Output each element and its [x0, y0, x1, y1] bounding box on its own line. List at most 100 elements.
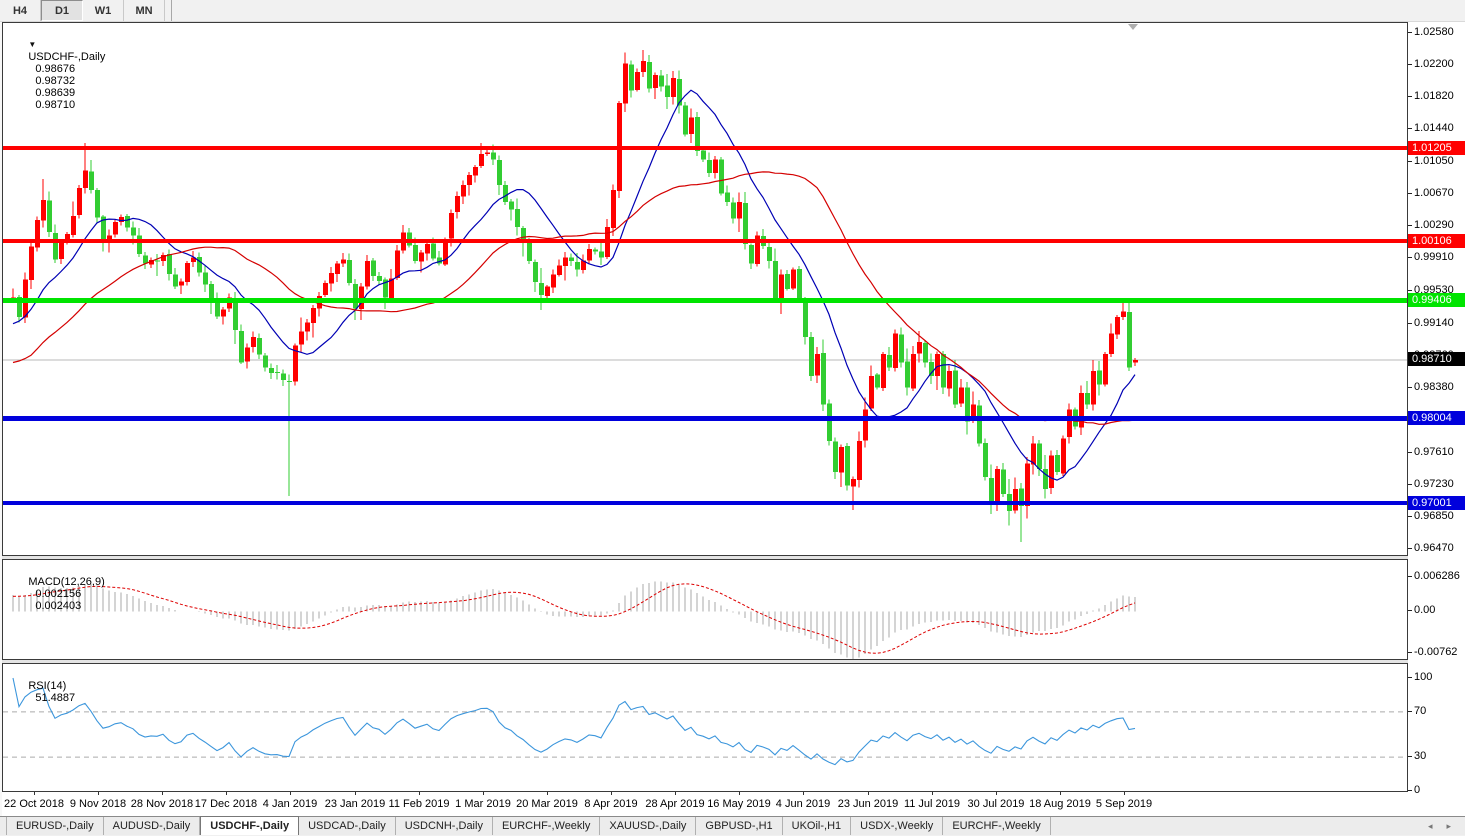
price-tick-label: 0.96470 [1414, 542, 1454, 554]
rsi-label: RSI(14) 51.4887 [10, 668, 75, 716]
pane-splitter-macd[interactable] [2, 556, 1408, 559]
axis-tick-mark [1408, 257, 1412, 258]
symbol-tab-eurchf-weekly[interactable]: EURCHF-,Weekly [492, 817, 601, 835]
symbol-tab-usdcad-daily[interactable]: USDCAD-,Daily [299, 817, 396, 835]
rsi-line [12, 677, 1136, 766]
level-price-label-0.99406: 0.99406 [1408, 293, 1465, 307]
rsi-indicator-pane[interactable]: RSI(14) 51.4887 [2, 663, 1408, 792]
date-tick-mark [162, 792, 163, 795]
date-tick-mark [611, 792, 612, 795]
axis-tick-mark [1408, 677, 1412, 678]
date-label: 16 May 2019 [707, 798, 771, 810]
rsi-tick-label: 30 [1414, 750, 1427, 762]
macd-histogram [12, 581, 1136, 659]
macd-tick-label: -0.00762 [1414, 646, 1458, 658]
level-line-0.99406[interactable] [3, 298, 1407, 303]
ma-fast-line [12, 89, 1136, 481]
price-axis[interactable]: 1.02580 1.02200 1.01820 1.01440 1.01050 1.006… [1408, 22, 1465, 816]
date-tick-mark [1060, 792, 1061, 795]
date-label: 30 Jul 2019 [967, 798, 1025, 810]
symbol-tab-xauusd-daily[interactable]: XAUUSD-,Daily [600, 817, 697, 835]
date-label: 23 Jan 2019 [324, 798, 386, 810]
price-chart-pane[interactable]: ▼ USDCHF-,Daily 0.98676 0.98732 0.98639 … [2, 22, 1408, 556]
quote-low: 0.98639 [35, 87, 76, 99]
price-tick-label: 1.00290 [1414, 219, 1454, 231]
date-label: 4 Jun 2019 [775, 798, 831, 810]
level-line-1.01205[interactable] [3, 146, 1407, 150]
level-line-1.00106[interactable] [3, 239, 1407, 243]
current-price-label: 0.98710 [1408, 352, 1465, 366]
date-label: 4 Jan 2019 [262, 798, 318, 810]
axis-tick-mark [1408, 576, 1412, 577]
axis-tick-mark [1408, 652, 1412, 653]
timeframe-button-mn[interactable]: MN [124, 0, 165, 21]
axis-tick-mark [1408, 711, 1412, 712]
symbol-tab-eurchf-weekly[interactable]: EURCHF-,Weekly [943, 817, 1051, 835]
timeframe-button-w1[interactable]: W1 [83, 0, 124, 21]
rsi-tick-label: 100 [1414, 671, 1433, 683]
macd-indicator-pane[interactable]: MACD(12,26,9) 0.002156 0.002403 [2, 559, 1408, 660]
date-tick-mark [419, 792, 420, 795]
level-price-label-1.01205: 1.01205 [1408, 141, 1465, 155]
date-label: 11 Jul 2019 [903, 798, 961, 810]
axis-tick-mark [1408, 548, 1412, 549]
axis-tick-mark [1408, 452, 1412, 453]
date-tick-mark [996, 792, 997, 795]
date-tick-mark [98, 792, 99, 795]
symbol-tab-usdcnh-daily[interactable]: USDCNH-,Daily [395, 817, 493, 835]
date-tick-mark [739, 792, 740, 795]
axis-tick-mark [1408, 225, 1412, 226]
axis-tick-mark [1408, 484, 1412, 485]
tabs-scroll-left-icon[interactable]: ◂ [1427, 821, 1433, 831]
date-tick-mark [803, 792, 804, 795]
symbol-tab-audusd-daily[interactable]: AUDUSD-,Daily [103, 817, 201, 835]
axis-tick-mark [1408, 790, 1412, 791]
axis-tick-mark [1408, 756, 1412, 757]
axis-tick-mark [1408, 64, 1412, 65]
date-label: 9 Nov 2018 [69, 798, 127, 810]
price-tick-label: 0.97230 [1414, 478, 1454, 490]
chart-shift-marker-icon[interactable] [1128, 24, 1138, 30]
rsi-chart[interactable] [3, 665, 1407, 792]
symbol-tab-gbpusd-h1[interactable]: GBPUSD-,H1 [696, 817, 783, 835]
symbol-tab-ukoil-h1[interactable]: UKOil-,H1 [782, 817, 852, 835]
date-tick-mark [290, 792, 291, 795]
axis-tick-mark [1408, 290, 1412, 291]
timeframe-button-d1[interactable]: D1 [41, 0, 83, 21]
price-tick-label: 0.96850 [1414, 510, 1454, 522]
symbol-tab-usdchf-daily[interactable]: USDCHF-,Daily [200, 816, 300, 835]
rsi-tick-label: 0 [1414, 784, 1421, 796]
symbol-tab-eurusd-daily[interactable]: EURUSD-,Daily [6, 817, 104, 835]
candlestick-chart[interactable] [3, 24, 1407, 556]
ohlc-dropdown-icon[interactable]: ▼ [28, 40, 37, 49]
macd-label: MACD(12,26,9) 0.002156 0.002403 [10, 564, 104, 624]
chart-title: ▼ USDCHF-,Daily 0.98676 0.98732 0.98639 … [10, 27, 105, 123]
symbol-tab-usdx-weekly[interactable]: USDX-,Weekly [851, 817, 944, 835]
date-tick-mark [34, 792, 35, 795]
price-tick-label: 1.01440 [1414, 122, 1454, 134]
date-label: 11 Feb 2019 [388, 798, 450, 810]
date-tick-mark [547, 792, 548, 795]
date-tick-mark [675, 792, 676, 795]
macd-value-main: 0.002156 [35, 588, 82, 600]
level-line-0.97001[interactable] [3, 501, 1407, 505]
date-label: 22 Oct 2018 [4, 798, 64, 810]
date-tick-mark [226, 792, 227, 795]
tabs-scroll-right-icon[interactable]: ▸ [1446, 821, 1451, 831]
level-line-0.98004[interactable] [3, 416, 1407, 421]
date-tick-mark [1124, 792, 1125, 795]
tab-scroll-arrows: ◂ ▸ [1428, 817, 1451, 836]
date-label: 28 Nov 2018 [130, 798, 194, 810]
ma-slow-line [12, 171, 1136, 425]
date-label: 17 Dec 2018 [194, 798, 258, 810]
price-tick-label: 0.99910 [1414, 251, 1454, 263]
date-label: 1 Mar 2019 [455, 798, 511, 810]
date-label: 5 Sep 2019 [1095, 798, 1153, 810]
timeframe-button-h4[interactable]: H4 [0, 0, 41, 21]
rsi-tick-label: 70 [1414, 705, 1427, 717]
axis-tick-mark [1408, 387, 1412, 388]
macd-chart[interactable] [3, 561, 1407, 660]
date-axis[interactable]: 22 Oct 2018 9 Nov 2018 28 Nov 2018 17 Dec 2… [2, 792, 1408, 816]
pane-splitter-rsi[interactable] [2, 660, 1408, 663]
